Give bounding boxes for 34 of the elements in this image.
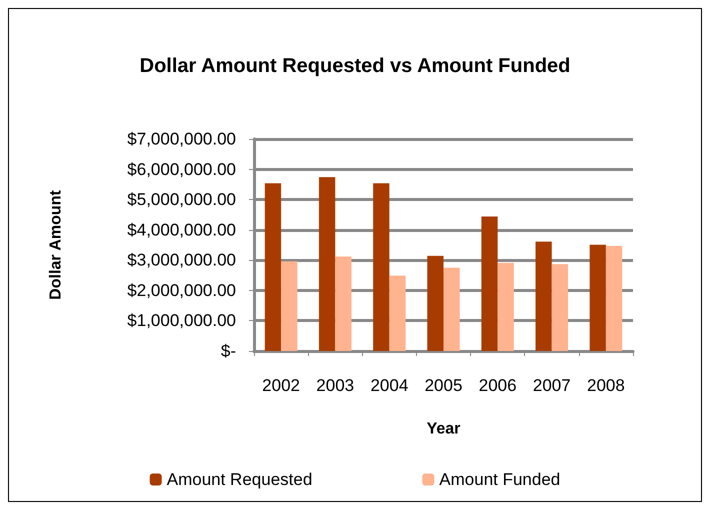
y-tick-label: $6,000,000.00: [127, 160, 236, 179]
bar: [389, 276, 406, 351]
x-tick-label: 2004: [370, 376, 408, 395]
x-axis-title: Year: [426, 420, 460, 438]
bar: [281, 261, 298, 351]
y-tick-label: $7,000,000.00: [127, 130, 236, 148]
bar: [335, 256, 352, 351]
x-tick-label: 2006: [478, 376, 517, 395]
bar: [552, 264, 568, 351]
y-axis-title: Dollar Amount: [48, 190, 64, 300]
x-tick-label: 2005: [424, 376, 462, 395]
x-tick-label: 2002: [262, 376, 300, 395]
y-tick-label: $3,000,000.00: [127, 250, 236, 270]
x-tick-label: 2008: [587, 376, 625, 395]
y-tick-label: $2,000,000.00: [127, 280, 236, 300]
legend-label: Amount Requested: [166, 470, 312, 489]
bar: [498, 262, 514, 351]
chart-title: Dollar Amount Requested vs Amount Funded: [140, 55, 570, 77]
bar: [427, 256, 444, 351]
legend-label: Amount Funded: [439, 470, 560, 489]
bar: [590, 244, 606, 351]
bar: [264, 183, 282, 351]
y-tick-label: $5,000,000.00: [127, 190, 236, 210]
x-tick-label: 2003: [316, 376, 354, 395]
y-tick-label: $1,000,000.00: [127, 311, 236, 330]
bar: [481, 216, 498, 351]
y-tick-label: $4,000,000.00: [127, 220, 236, 240]
bar: [606, 246, 622, 351]
bar: [536, 242, 552, 351]
bar: [444, 268, 460, 351]
x-tick-label: 2007: [532, 376, 571, 395]
y-tick-label: $-: [220, 342, 236, 360]
bar: [373, 183, 390, 351]
bar: [318, 177, 336, 351]
